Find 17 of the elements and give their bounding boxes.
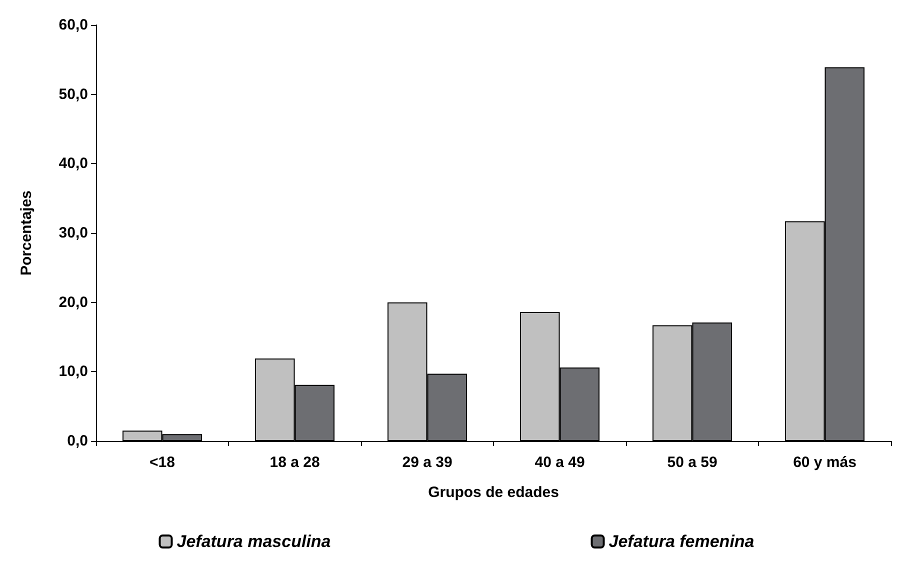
y-tick-label: 60,0 bbox=[58, 16, 88, 34]
y-axis-title: Porcentajes bbox=[18, 190, 35, 276]
x-axis-title: Grupos de edades bbox=[428, 484, 559, 501]
y-tick-label: 0,0 bbox=[67, 432, 88, 450]
x-tick-label: <18 bbox=[150, 454, 175, 471]
x-tick-label: 60 y más bbox=[793, 454, 856, 471]
legend-label: Jefatura masculina bbox=[176, 532, 331, 551]
y-tick-label: 30,0 bbox=[58, 224, 88, 242]
x-tick-label: 50 a 59 bbox=[667, 454, 718, 471]
y-tick-label: 50,0 bbox=[58, 86, 88, 103]
y-tick-label: 20,0 bbox=[58, 294, 88, 311]
x-tick-label: 18 a 28 bbox=[270, 454, 320, 471]
x-tick-label: 29 a 39 bbox=[402, 454, 452, 471]
legend-label: Jefatura femenina bbox=[608, 532, 754, 551]
y-tick-label: 10,0 bbox=[58, 363, 88, 380]
y-tick-label: 40,0 bbox=[58, 155, 88, 172]
x-tick-label: 40 a 49 bbox=[534, 454, 585, 471]
